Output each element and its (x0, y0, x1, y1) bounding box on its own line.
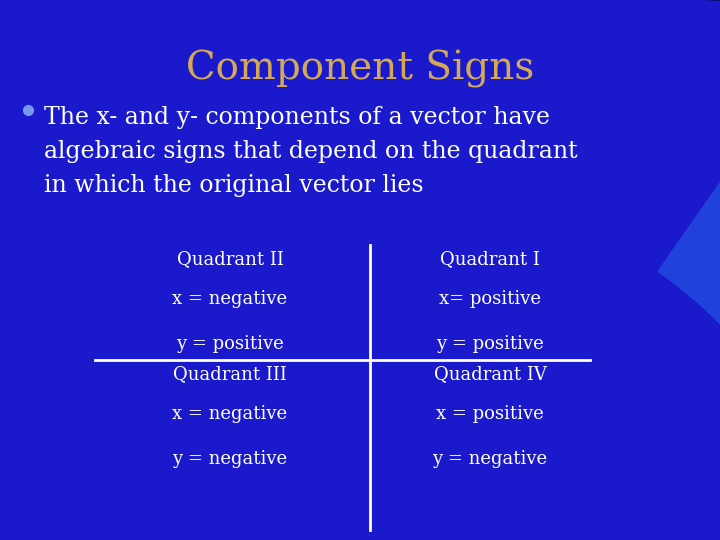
Text: algebraic signs that depend on the quadrant: algebraic signs that depend on the quadr… (44, 140, 577, 163)
Text: Component Signs: Component Signs (186, 50, 534, 88)
Text: x = negative: x = negative (172, 405, 287, 423)
Polygon shape (658, 132, 720, 486)
Text: Quadrant II: Quadrant II (176, 250, 284, 268)
Text: y = positive: y = positive (176, 335, 284, 353)
Text: Quadrant I: Quadrant I (440, 250, 540, 268)
Text: x= positive: x= positive (439, 290, 541, 308)
Text: y = positive: y = positive (436, 335, 544, 353)
Text: Quadrant III: Quadrant III (173, 365, 287, 383)
Text: y = negative: y = negative (172, 450, 287, 468)
Text: in which the original vector lies: in which the original vector lies (44, 174, 423, 197)
Text: y = negative: y = negative (433, 450, 548, 468)
Text: x = positive: x = positive (436, 405, 544, 423)
Text: Quadrant IV: Quadrant IV (433, 365, 546, 383)
Text: x = negative: x = negative (172, 290, 287, 308)
Text: The x- and y- components of a vector have: The x- and y- components of a vector hav… (44, 106, 550, 129)
